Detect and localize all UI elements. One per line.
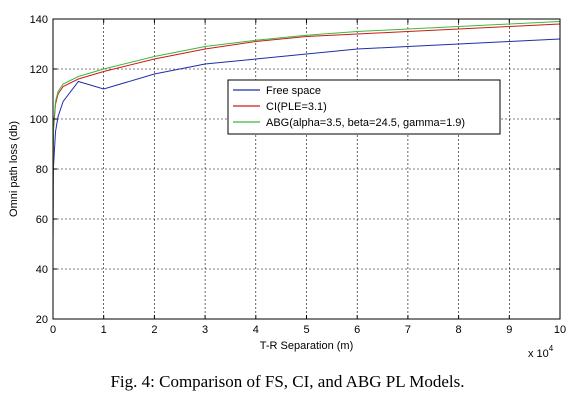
legend-label: CI(PLE=3.1) (266, 101, 327, 113)
x-tick-label: 3 (202, 324, 208, 336)
series-lines (52, 21, 561, 247)
x-tick-label: 8 (456, 324, 462, 336)
grid-lines (53, 19, 560, 319)
x-tick-label: 2 (151, 324, 157, 336)
legend: Free space CI(PLE=3.1) ABG(alpha=3.5, beta… (227, 79, 501, 135)
legend-label: Free space (266, 85, 321, 97)
y-tick-label: 120 (30, 64, 48, 76)
series-line-3 (52, 21, 561, 247)
series-line-1 (52, 38, 561, 240)
x-tick-label: 0 (50, 324, 56, 336)
x-tick-label: 10 (554, 324, 566, 336)
x-tick-label: 9 (506, 324, 512, 336)
y-tick-label: 20 (36, 314, 48, 326)
y-tick-label: 140 (30, 14, 48, 26)
figure-caption: Fig. 4: Comparison of FS, CI, and ABG PL… (110, 372, 465, 391)
legend-box (227, 79, 501, 135)
y-tick-label: 60 (36, 214, 48, 226)
x-axis-multiplier-base: x 10 (528, 348, 549, 360)
x-tick-label: 5 (303, 324, 309, 336)
x-tick-label: 6 (354, 324, 360, 336)
y-axis-label: Omni path loss (db) (8, 121, 20, 217)
y-tick-label: 100 (30, 114, 48, 126)
legend-label: ABG(alpha=3.5, beta=24.5, gamma=1.9) (266, 117, 465, 129)
y-tick-label: 40 (36, 264, 48, 276)
x-axis-ticks: 0 1 2 3 4 5 6 7 8 9 10 (50, 19, 566, 336)
x-tick-label: 4 (253, 324, 259, 336)
y-axis-ticks: 20 40 60 80 100 120 140 (30, 14, 560, 326)
x-axis-label: T-R Separation (m) (260, 340, 354, 352)
x-axis-multiplier-exponent: 4 (549, 344, 554, 353)
x-axis-multiplier: x 104 (528, 344, 554, 360)
y-tick-label: 80 (36, 164, 48, 176)
x-tick-label: 1 (101, 324, 107, 336)
x-tick-label: 7 (405, 324, 411, 336)
